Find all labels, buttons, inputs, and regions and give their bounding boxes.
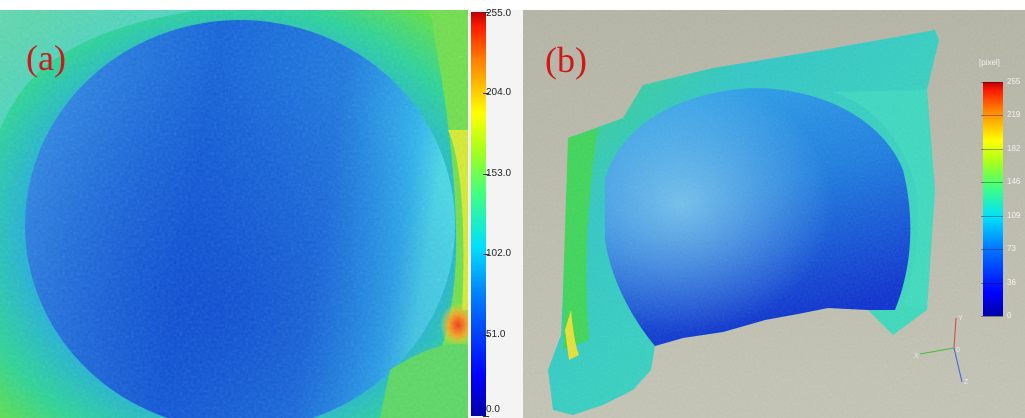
colorbar-b-tick — [981, 249, 1003, 250]
colorbar-b-tick — [981, 82, 1003, 83]
colorbar-a-tick-label: 153.0 — [486, 167, 512, 179]
colorbar-a-tick-label: 204.0 — [486, 86, 512, 98]
colorbar-a-tick — [483, 416, 489, 417]
colorbar-b-tick-label: 146 — [1007, 177, 1021, 187]
colorbar-a-tick — [483, 335, 489, 337]
colorbar-b-unit: [pixel] — [979, 58, 1000, 67]
colorbar-b-tick — [981, 115, 1003, 117]
colorbar-b-tick — [981, 215, 1003, 217]
colorbar-b-tick-label: 182 — [1007, 143, 1021, 153]
panel-a-image — [0, 10, 468, 418]
colorbar-b-tick — [981, 316, 1003, 317]
panel-b-label: (b) — [545, 40, 587, 80]
colorbar-a-tick — [483, 254, 489, 256]
axis-origin-label: 0 — [956, 347, 960, 354]
colorbar-a-tick-label: 255.0 — [486, 8, 512, 19]
colorbar-b-tick — [981, 182, 1003, 184]
colorbar-a-tick — [483, 92, 489, 94]
colorbar-b-tick-label: 36 — [1007, 277, 1016, 287]
colorbar-a-tick-label: 102.0 — [486, 248, 512, 260]
panel-a-label: (a) — [26, 38, 66, 78]
colorbar-a-tick-label: 51.0 — [486, 329, 506, 341]
colorbar-b-tick-label: 0 — [1007, 311, 1012, 320]
axis-y-label: Y — [958, 315, 963, 322]
colorbar-b-tick-label: 255 — [1007, 77, 1021, 86]
colorbar-a-gradient — [471, 12, 486, 416]
axis-z-label: Z — [964, 379, 969, 386]
colorbar-b-tick-label: 109 — [1007, 210, 1021, 220]
colorbar-b-tick-label: 73 — [1007, 244, 1016, 253]
panel-a-2d-map: (a) — [0, 10, 468, 418]
colorbar-b-tick — [981, 282, 1003, 284]
colorbar-a-tick — [483, 12, 489, 13]
colorbar-b-tick-label: 219 — [1007, 110, 1021, 120]
colorbar-b-tick — [981, 148, 1003, 150]
colorbar-b: [pixel] 255 219 182 146 109 73 36 0 — [979, 58, 1021, 328]
axes-triad-icon: Y X Z 0 — [914, 315, 969, 386]
colorbar-a: 255.0 204.0 153.0 102.0 51.0 0.0 — [468, 8, 523, 418]
colorbar-a-tick — [483, 173, 489, 175]
colorbar-b-gradient — [983, 82, 1003, 316]
colorbar-a-tick-label: 0.0 — [486, 404, 500, 415]
axis-x-label: X — [914, 353, 919, 360]
